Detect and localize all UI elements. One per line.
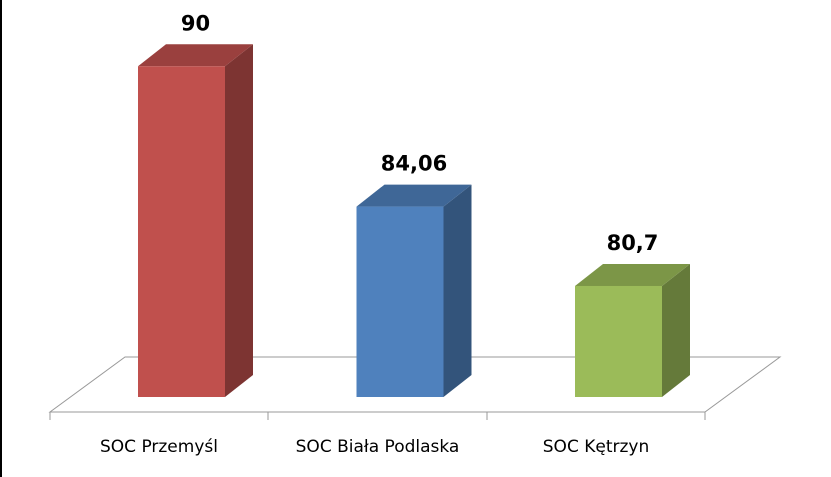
bar-side xyxy=(662,263,690,397)
bar xyxy=(356,206,444,397)
bar xyxy=(575,285,662,397)
bar-top xyxy=(138,44,253,67)
bar-side xyxy=(443,184,472,397)
x-tick-label: SOC Przemyśl xyxy=(100,437,218,457)
x-tick-label: SOC Biała Podlaska xyxy=(296,437,460,457)
x-tick-label: SOC Kętrzyn xyxy=(543,437,649,457)
value-label: 80,7 xyxy=(607,231,659,255)
bar xyxy=(138,66,225,397)
value-label: 90 xyxy=(181,11,210,35)
value-label: 84,06 xyxy=(381,152,447,176)
bar-side xyxy=(225,44,253,397)
bar-top xyxy=(575,263,690,286)
bar-top xyxy=(356,184,472,207)
